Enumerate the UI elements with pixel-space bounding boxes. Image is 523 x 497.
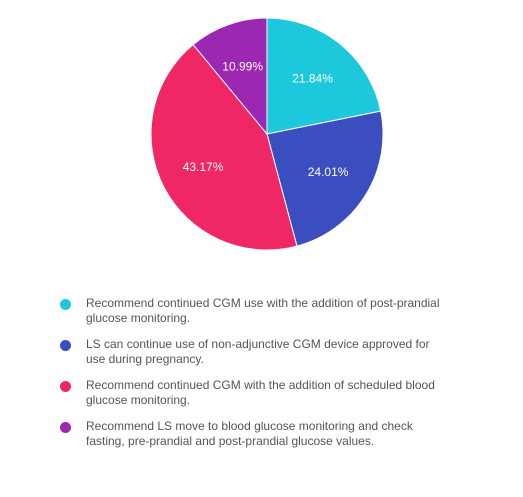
legend-label: Recommend continued CGM use with the add…: [86, 296, 440, 325]
slice-data-label: 24.01%: [308, 165, 349, 179]
slice-data-label: 10.99%: [222, 59, 263, 73]
legend-swatch: [60, 381, 71, 392]
legend-item[interactable]: Recommend LS move to blood glucose monit…: [60, 419, 460, 449]
legend: Recommend continued CGM use with the add…: [60, 296, 460, 460]
slice-data-label: 43.17%: [183, 160, 224, 174]
legend-item[interactable]: LS can continue use of non-adjunctive CG…: [60, 337, 460, 367]
legend-label: Recommend LS move to blood glucose monit…: [86, 419, 413, 448]
pie-slice[interactable]: [266, 110, 384, 247]
slice-data-label: 21.84%: [292, 71, 333, 85]
legend-label: LS can continue use of non-adjunctive CG…: [86, 337, 430, 366]
legend-item[interactable]: Recommend continued CGM with the additio…: [60, 378, 460, 408]
legend-label: Recommend continued CGM with the additio…: [86, 378, 435, 407]
legend-swatch: [60, 299, 71, 310]
pie-slice[interactable]: [150, 43, 298, 251]
legend-item[interactable]: Recommend continued CGM use with the add…: [60, 296, 460, 326]
legend-swatch: [60, 422, 71, 433]
legend-swatch: [60, 340, 71, 351]
pie-slice[interactable]: [192, 17, 268, 136]
pie-slice[interactable]: [266, 17, 382, 135]
pie-chart: 21.84% 24.01% 43.17% 10.99%: [150, 17, 384, 251]
